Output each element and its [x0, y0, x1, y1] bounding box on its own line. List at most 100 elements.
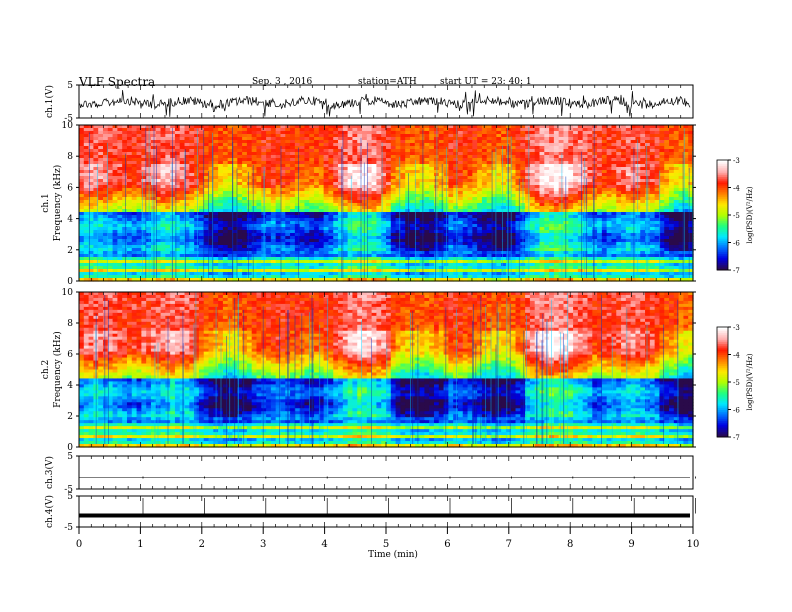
spectrogram-cell: [318, 170, 325, 174]
spectrogram-cell: [553, 161, 560, 165]
spectrogram-cell: [280, 167, 286, 171]
spectrogram-cell: [664, 152, 670, 156]
spectrogram-cell: [318, 137, 325, 141]
spectrogram-cell: [251, 137, 258, 141]
spectrogram-ch1: [79, 125, 694, 282]
spectrogram-cell: [165, 134, 171, 138]
spectrogram-cell: [534, 152, 541, 156]
spectrogram-cell: [510, 137, 517, 141]
spectrogram-cell: [558, 128, 565, 132]
spectrogram-cell: [688, 155, 694, 159]
spectrogram-cell: [338, 167, 344, 171]
spectrogram-cell: [616, 143, 622, 147]
spectrogram-cell: [131, 128, 138, 132]
spectrogram-cell: [309, 158, 315, 162]
spectrogram-cell: [501, 134, 507, 138]
spectrogram-cell: [582, 125, 589, 129]
spectrogram-cell: [448, 131, 454, 135]
spectrogram-cell: [136, 149, 142, 153]
spectrogram-cell: [558, 149, 565, 153]
spectrogram-cell: [299, 125, 306, 129]
spectrogram-cell: [83, 134, 90, 138]
spectrogram-cell: [160, 149, 166, 153]
spectrogram-cell: [477, 158, 483, 162]
spectrogram-cell: [472, 155, 478, 159]
spectrogram-cell: [261, 134, 267, 138]
spectrogram-cell: [520, 125, 526, 129]
spectrogram-cell: [165, 155, 171, 159]
spectrogram-cell: [93, 125, 99, 129]
spectrogram-cell: [424, 128, 430, 132]
spectrogram-cell: [678, 131, 685, 135]
spectrogram-cell: [568, 149, 574, 153]
spectrogram-cell: [194, 137, 200, 141]
spectrogram-cell: [625, 146, 632, 150]
spectrogram-cell: [136, 140, 142, 144]
spectrogram-cell: [280, 146, 286, 150]
spectrogram-cell: [573, 146, 579, 150]
spectrogram-cell: [462, 158, 469, 162]
spectrogram-cell: [467, 143, 473, 147]
spectrogram-cell: [429, 167, 435, 171]
spectrogram-cell: [270, 137, 277, 141]
spectrogram-cell: [386, 158, 392, 162]
spectrogram-cell: [472, 149, 478, 153]
spectrogram-cell: [314, 131, 320, 135]
spectrogram-cell: [457, 152, 464, 156]
spectrogram-cell: [525, 170, 531, 174]
spectrogram-cell: [525, 155, 531, 159]
spectrogram-cell: [333, 134, 339, 138]
spectrogram-cell: [126, 149, 133, 153]
spectrogram-cell: [122, 155, 128, 159]
spectrogram-cell: [366, 161, 373, 165]
spectrogram-cell: [352, 158, 358, 162]
spectrogram-cell: [155, 140, 162, 144]
spectrogram-cell: [414, 149, 421, 153]
spectrogram-cell: [338, 152, 344, 156]
spectrogram-cell: [630, 170, 637, 174]
spectrogram-cell: [477, 131, 483, 135]
spectrogram-cell: [669, 128, 675, 132]
spectrogram-cell: [539, 128, 545, 132]
spectrogram-cell: [126, 128, 133, 132]
spectrogram-cell: [299, 152, 306, 156]
spectrogram-cell: [678, 155, 685, 159]
spectrogram-cell: [184, 152, 190, 156]
spectrogram-cell: [481, 146, 488, 150]
spectrogram-cell: [304, 143, 310, 147]
spectrogram-cell: [405, 158, 411, 162]
spectrogram-cell: [93, 155, 99, 159]
spectrogram-cell: [102, 149, 109, 153]
spectrogram-cell: [333, 152, 339, 156]
spectrogram-cell: [472, 164, 478, 168]
spectrogram-cell: [496, 146, 502, 150]
spectrogram-cell: [515, 167, 521, 171]
spectrogram-cell: [237, 167, 243, 171]
spectrogram-cell: [611, 167, 617, 171]
spectrogram-cell: [400, 149, 406, 153]
spectrogram-cell: [414, 131, 421, 135]
spectrogram-cell: [227, 137, 234, 141]
spectrogram-cell: [246, 125, 253, 129]
spectrogram-cell: [501, 170, 507, 174]
spectrogram-cell: [438, 131, 445, 135]
spectrogram-cell: [520, 158, 526, 162]
spectrogram-cell: [117, 149, 123, 153]
spectrogram-cell: [601, 146, 608, 150]
spectrogram-cell: [534, 137, 541, 141]
spectrogram-cell: [141, 152, 147, 156]
spectrogram-cell: [621, 149, 627, 153]
spectrogram-cell: [126, 173, 133, 177]
spectrogram-cell: [645, 128, 651, 132]
spectrogram-cell: [318, 155, 325, 159]
spectrogram-cell: [141, 170, 147, 174]
spectrogram-cell: [606, 158, 613, 162]
spectrogram-cell: [251, 131, 258, 135]
y-tick-label: -5: [64, 114, 73, 124]
spectrogram-cell: [577, 131, 584, 135]
spectrogram-cell: [568, 143, 574, 147]
spectrogram-cell: [448, 152, 454, 156]
spectrogram-cell: [529, 152, 536, 156]
spectrogram-cell: [136, 167, 142, 171]
spectrogram-cell: [419, 149, 425, 153]
